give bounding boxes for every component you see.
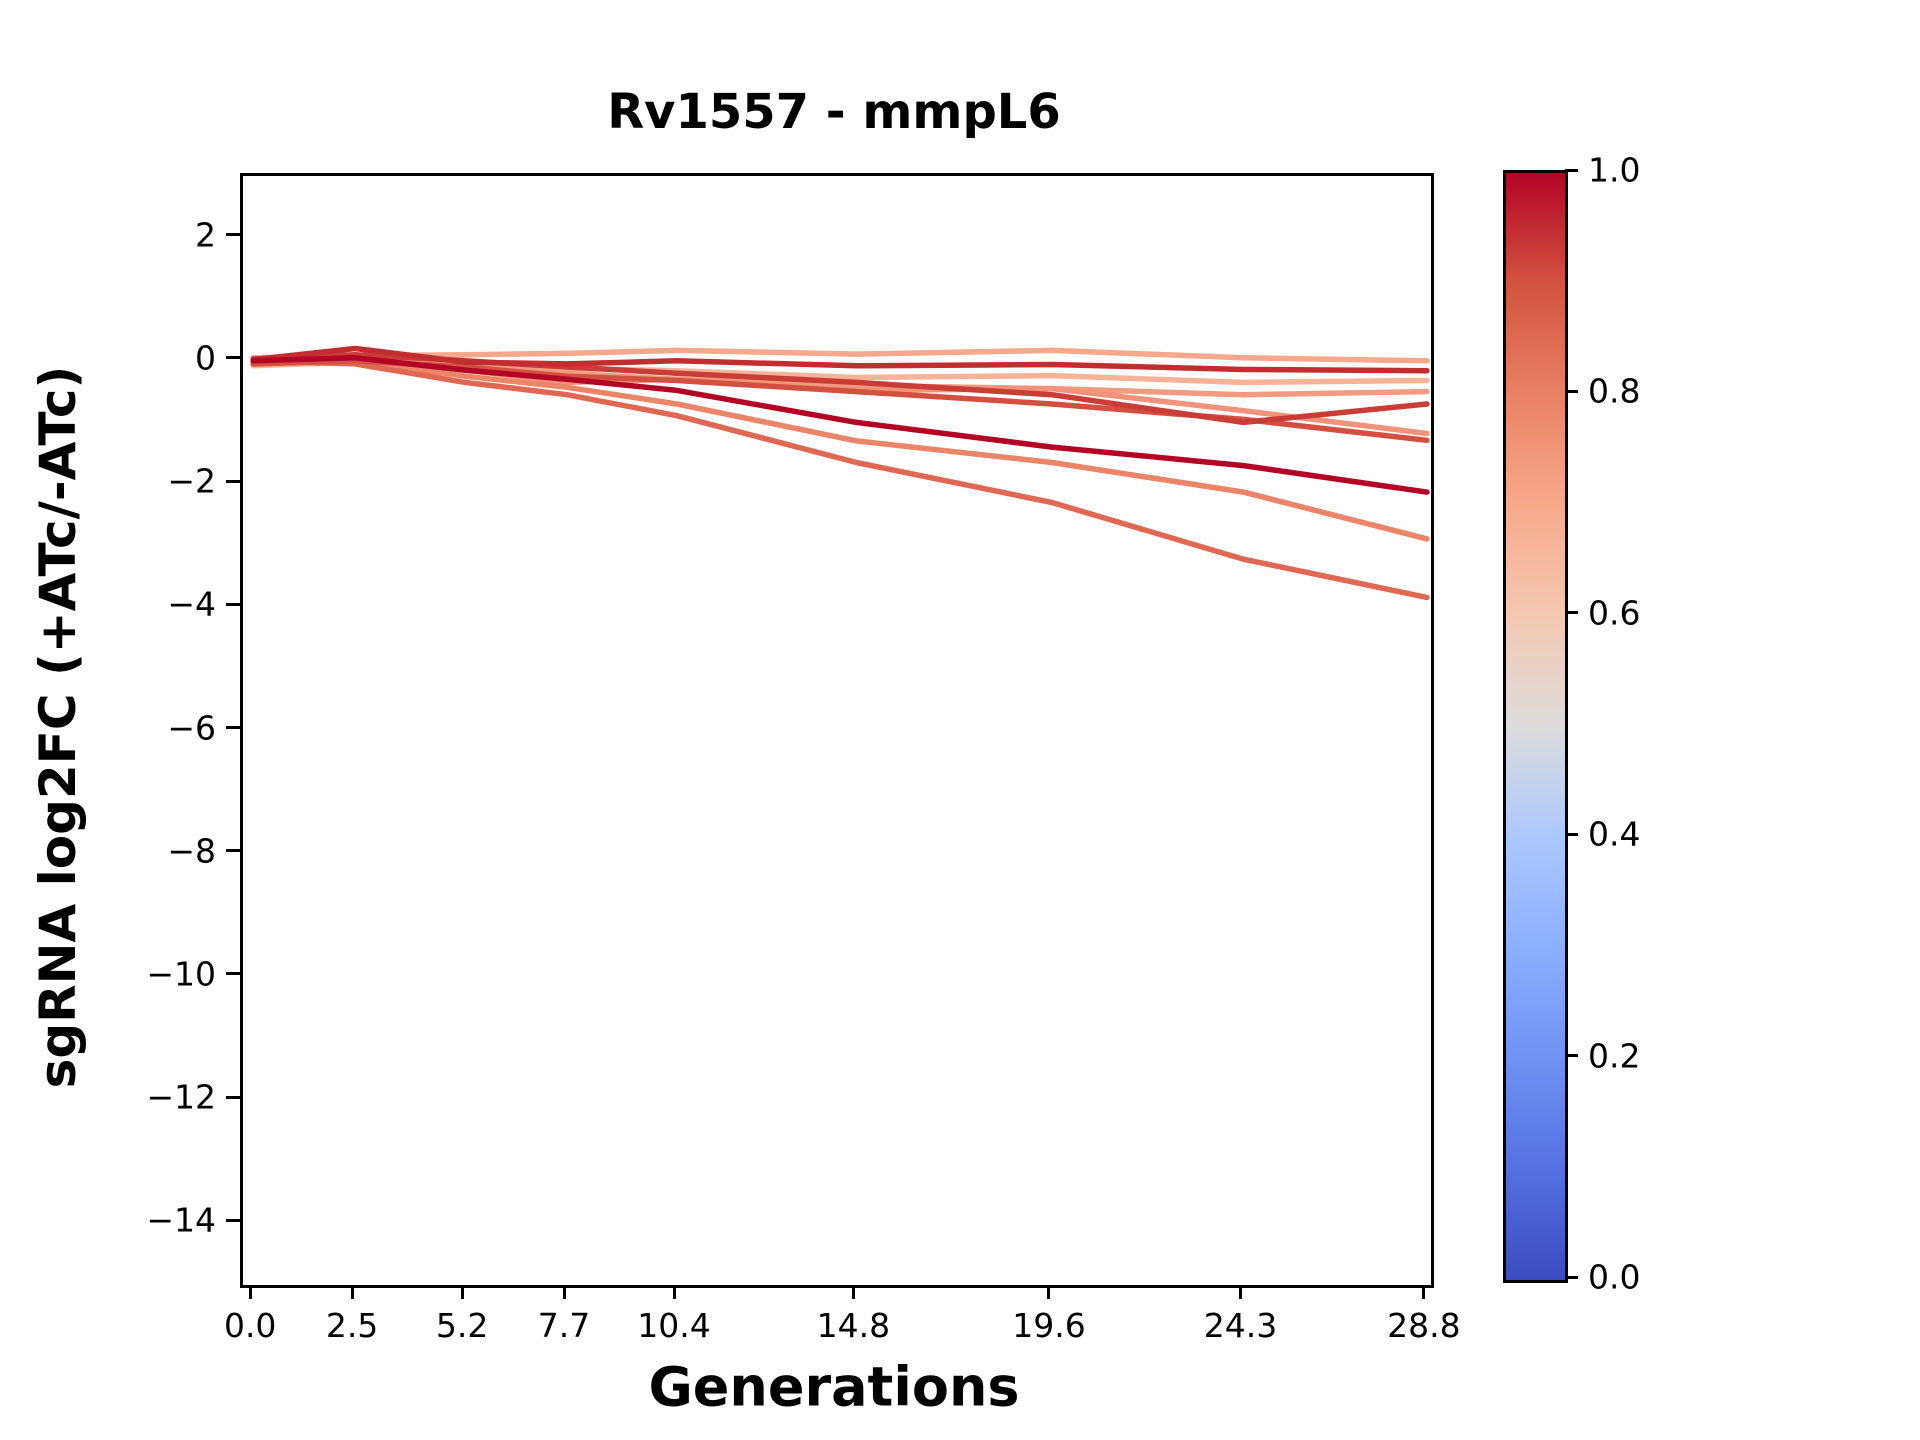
x-tick-label: 5.2 [435, 1306, 489, 1345]
x-tick-label: 0.0 [223, 1306, 277, 1345]
y-tick-label: −8 [167, 831, 216, 871]
x-tick-label: 28.8 [1387, 1306, 1461, 1345]
series-line-sgRNA-6 [250, 358, 1430, 601]
colorbar-tick-mark [1565, 389, 1578, 393]
y-tick-mark [226, 1218, 240, 1222]
y-tick-label: −14 [146, 1200, 216, 1240]
y-tick-mark [226, 602, 240, 606]
x-tick-mark [350, 1285, 354, 1299]
x-tick-label: 10.4 [637, 1306, 711, 1345]
colorbar-tick-label: 0.0 [1588, 1257, 1641, 1297]
colorbar-tick-label: 1.0 [1588, 150, 1641, 190]
x-tick-label: 14.8 [816, 1306, 891, 1345]
colorbar-tick-label: 0.4 [1588, 814, 1641, 854]
y-tick-mark [226, 849, 240, 853]
chart-title: Rv1557 - mmpL6 [607, 84, 1061, 140]
series-line-sgRNA-9 [250, 345, 1430, 374]
series-line-sgRNA-10 [250, 355, 1430, 495]
colorbar-tick-label: 0.2 [1588, 1036, 1641, 1076]
x-tick-mark [672, 1285, 676, 1299]
y-tick-mark [226, 356, 240, 360]
x-tick-label: 7.7 [537, 1306, 591, 1345]
y-tick-label: −2 [167, 461, 216, 501]
y-tick-label: −12 [146, 1077, 216, 1117]
y-tick-mark [226, 479, 240, 483]
y-tick-mark [226, 1095, 240, 1099]
x-tick-mark [851, 1285, 855, 1299]
plot-area [240, 173, 1434, 1288]
x-tick-mark [562, 1285, 566, 1299]
y-tick-label: −6 [167, 708, 216, 747]
colorbar-tick-label: 0.6 [1588, 593, 1641, 633]
y-tick-label: 0 [195, 338, 216, 378]
series-line-sgRNA-5 [250, 358, 1430, 542]
x-tick-label: 2.5 [325, 1306, 379, 1345]
x-tick-mark [248, 1285, 252, 1299]
y-tick-mark [226, 726, 240, 729]
colorbar-tick-mark [1565, 168, 1578, 172]
series-line-sgRNA-8 [250, 351, 1430, 426]
y-tick-mark [226, 972, 240, 976]
x-tick-mark [1422, 1285, 1426, 1299]
y-tick-label: −10 [146, 954, 216, 994]
x-tick-mark [460, 1285, 464, 1299]
colorbar-tick-mark [1565, 1275, 1578, 1279]
colorbar-tick-mark [1565, 1054, 1578, 1058]
plot-canvas [250, 345, 1430, 601]
colorbar-tick-mark [1565, 611, 1578, 615]
colorbar-tick-label: 0.8 [1588, 371, 1641, 411]
y-tick-mark [226, 233, 240, 237]
x-tick-label: 19.6 [1012, 1306, 1086, 1345]
colorbar-tick-mark [1565, 832, 1578, 836]
x-tick-label: 24.3 [1203, 1306, 1278, 1345]
x-axis-label: Generations [648, 1355, 1020, 1419]
x-tick-mark [1239, 1285, 1243, 1299]
y-tick-label: −4 [167, 584, 216, 624]
x-tick-mark [1047, 1285, 1051, 1299]
colorbar [1503, 170, 1568, 1283]
y-tick-label: 2 [195, 215, 216, 255]
